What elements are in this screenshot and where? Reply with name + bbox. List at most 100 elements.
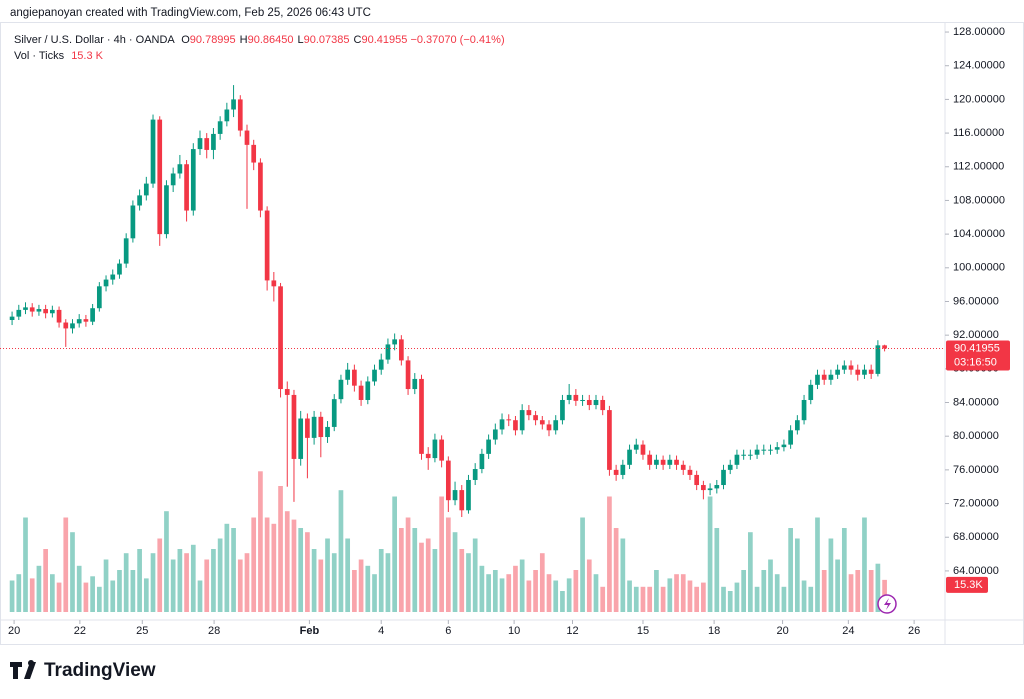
candle-body — [721, 469, 726, 486]
volume-bar — [560, 591, 565, 612]
y-tick-label: 100.00000 — [953, 262, 1005, 274]
y-tick-label: 96.00000 — [953, 295, 999, 307]
volume-bar — [788, 528, 793, 612]
candle-body — [43, 309, 48, 314]
ohlc-key: O — [181, 34, 190, 46]
candle-body — [23, 307, 28, 310]
volume-bar — [258, 471, 263, 612]
x-tick-label: 20 — [8, 625, 20, 637]
volume-bar — [338, 490, 344, 612]
candle-body — [419, 378, 424, 454]
y-tick-label: 112.00000 — [953, 161, 1004, 173]
volume-bar — [385, 553, 391, 612]
candle-body — [143, 183, 149, 196]
volume-bar — [345, 538, 351, 612]
candle-body — [687, 469, 693, 475]
volume-bar — [754, 586, 760, 612]
volume-bar — [694, 586, 700, 612]
y-tick-label: 68.00000 — [953, 531, 999, 543]
candle-body — [352, 369, 357, 386]
candle-body — [868, 369, 874, 374]
candle-body — [197, 138, 203, 150]
candle-body — [654, 459, 659, 465]
candle-body — [862, 369, 867, 375]
volume-bar — [164, 511, 169, 612]
x-tick-label: 12 — [566, 625, 578, 637]
candle-body — [231, 99, 236, 110]
candle-body — [16, 309, 22, 317]
volume-bar — [117, 570, 122, 612]
volume-bar — [284, 511, 290, 612]
candle-body — [251, 144, 257, 163]
candle-body — [506, 419, 512, 421]
volume-bar — [492, 570, 498, 612]
x-tick-label: 20 — [776, 625, 788, 637]
volume-bar — [640, 586, 646, 612]
candle-body — [593, 399, 599, 406]
candle-body — [399, 339, 404, 361]
candle-body — [412, 378, 418, 390]
x-tick-label: 15 — [637, 625, 649, 637]
x-tick-label: 24 — [842, 625, 854, 637]
candle-body — [211, 133, 216, 150]
y-tick-label: 124.00000 — [953, 60, 1005, 72]
candle-body — [680, 464, 686, 470]
candle-body — [714, 485, 720, 489]
y-tick-label: 120.00000 — [953, 93, 1005, 105]
author-line: angiepanoyan created with TradingView.co… — [10, 7, 371, 19]
volume-bar — [56, 582, 62, 612]
candle-body — [640, 444, 646, 455]
candle-body — [184, 164, 189, 211]
candle-body — [305, 418, 310, 438]
candle-body — [741, 454, 746, 456]
volume-bar — [808, 586, 814, 612]
volume-bar — [123, 553, 129, 612]
volume-bar — [741, 570, 746, 612]
volume-bar — [821, 570, 827, 612]
candle-body — [788, 430, 793, 445]
volume-bar — [707, 496, 713, 612]
candle-body — [237, 99, 243, 131]
candle-body — [768, 449, 773, 451]
candle-body — [83, 319, 89, 322]
candle-body — [258, 162, 263, 211]
candle-body — [271, 280, 277, 287]
candle-body — [479, 453, 485, 470]
candle-body — [264, 210, 270, 281]
alert-icon-bolt — [884, 598, 891, 610]
candle-body — [130, 205, 136, 239]
candle-body — [821, 374, 827, 380]
candle-body — [372, 369, 377, 382]
candle-body — [244, 130, 250, 145]
candle-body — [774, 447, 780, 450]
x-tick-label: 18 — [708, 625, 720, 637]
candle-body — [204, 138, 210, 150]
volume-bar — [848, 574, 854, 612]
volume-bar — [472, 538, 478, 612]
volume-bar — [580, 517, 585, 612]
volume-bar — [63, 517, 69, 612]
last-price-box — [946, 340, 1010, 371]
volume-bar — [305, 532, 310, 612]
x-tick-label: 25 — [136, 625, 148, 637]
candle-body — [660, 459, 666, 465]
candle-body — [748, 454, 753, 456]
candle-body — [754, 449, 760, 455]
volume-bar — [768, 559, 773, 612]
volume-bar — [251, 517, 257, 612]
volume-label: Vol · Ticks — [14, 50, 65, 62]
candle-body — [117, 263, 122, 275]
candle-body — [338, 379, 344, 400]
volume-bar — [452, 532, 458, 612]
candle-body — [439, 439, 444, 461]
legend-row: Silver / U.S. Dollar · 4h · OANDA O90.78… — [14, 34, 505, 46]
volume-bar — [841, 528, 847, 612]
candle-body — [539, 420, 545, 425]
candle-body — [472, 469, 478, 480]
volume-bar — [419, 542, 424, 612]
volume-bar — [486, 574, 491, 612]
volume-bar — [862, 517, 867, 612]
candle-body — [466, 479, 471, 511]
candle-body — [848, 365, 854, 370]
